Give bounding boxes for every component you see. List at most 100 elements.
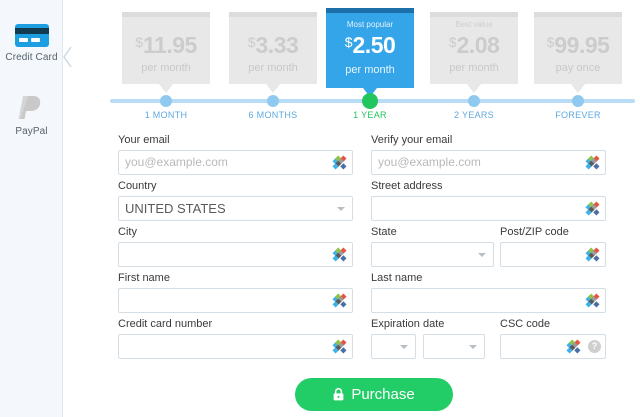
plan-badge: Most popular (346, 20, 394, 29)
field-csc-code: CSC code ? (500, 317, 606, 359)
field-expiration-date: Expiration date (371, 317, 494, 359)
zip-label: Post/ZIP code (500, 226, 569, 238)
plan-period: per month (449, 62, 499, 74)
csc-code-input[interactable]: ? (500, 334, 606, 359)
slider-label-1-month[interactable]: 1 MONTH (144, 110, 188, 120)
plan-currency: $ (546, 34, 555, 50)
plan-period: pay once (555, 62, 601, 74)
street-address-input[interactable] (371, 196, 606, 221)
diamond-cluster-autofill-icon[interactable] (332, 339, 347, 354)
plan-amount: 3.33 (255, 32, 299, 58)
plan-pointer (266, 84, 280, 93)
last-name-label: Last name (371, 272, 423, 284)
plan-card-2-years[interactable]: Best value $2.08 per month (430, 12, 518, 93)
plan-period: per month (248, 62, 298, 74)
plan-card-1-month[interactable]: $11.95 per month (122, 12, 210, 93)
diamond-cluster-autofill-icon[interactable] (585, 247, 600, 262)
diamond-cluster-autofill-icon[interactable] (566, 339, 581, 354)
plan-pointer (363, 88, 377, 97)
first-name-input[interactable] (118, 288, 353, 313)
zip-input[interactable] (500, 242, 606, 267)
paypal-icon (15, 94, 49, 121)
plan-pointer (571, 84, 585, 93)
plan-badge: Best value (455, 20, 493, 29)
field-zip: Post/ZIP code (500, 225, 606, 267)
plan-cards: $11.95 per month $3.33 per month Most po… (110, 6, 635, 97)
plan-card-1-year[interactable]: Most popular $2.50 per month (326, 8, 414, 97)
form-row-email: Your email you@example.com (118, 133, 635, 179)
slider-label-1-year[interactable]: 1 YEAR (353, 110, 387, 120)
city-input[interactable] (118, 242, 353, 267)
diamond-cluster-autofill-icon[interactable] (332, 293, 347, 308)
checkout-form: Your email you@example.com (118, 133, 635, 363)
plan-price: $3.33 (229, 34, 317, 57)
field-email: Your email you@example.com (118, 133, 353, 175)
paypal-label: PayPal (15, 126, 48, 137)
plan-amount: 2.08 (456, 32, 500, 58)
plan-currency: $ (135, 34, 143, 50)
plan-topbar (229, 12, 317, 17)
field-city: City (118, 225, 353, 267)
credit-card-number-label: Credit card number (118, 318, 213, 330)
field-state: State (371, 225, 494, 267)
first-name-label: First name (118, 272, 170, 284)
diamond-cluster-autofill-icon[interactable] (585, 293, 600, 308)
last-name-input[interactable] (371, 288, 606, 313)
verify-email-label: Verify your email (371, 134, 453, 146)
sidebar-item-paypal[interactable]: PayPal (0, 94, 63, 137)
plan-topbar (430, 12, 518, 17)
purchase-button-label: Purchase (351, 386, 415, 403)
form-row-address: Country UNITED STATES Street address (118, 179, 635, 225)
plan-card-6-months[interactable]: $3.33 per month (229, 12, 317, 93)
city-label: City (118, 226, 137, 238)
chevron-down-icon[interactable] (469, 345, 477, 349)
verify-email-input[interactable]: you@example.com (371, 150, 606, 175)
credit-card-number-input[interactable] (118, 334, 353, 359)
slider-label-6-months[interactable]: 6 MONTHS (248, 110, 298, 120)
diamond-cluster-autofill-icon[interactable] (332, 155, 347, 170)
slider-label-forever[interactable]: FOREVER (555, 110, 601, 120)
field-credit-card-number: Credit card number (118, 317, 353, 359)
form-row-city-state-zip: City (118, 225, 635, 271)
field-street-address: Street address (371, 179, 606, 221)
verify-email-placeholder: you@example.com (378, 155, 481, 169)
email-input[interactable]: you@example.com (118, 150, 353, 175)
payment-method-sidebar: Credit Card PayPal (0, 0, 72, 417)
plan-price: $2.08 (430, 34, 518, 57)
slider-knob-forever[interactable] (572, 95, 584, 107)
plan-term-slider[interactable]: 1 MONTH 6 MONTHS 1 YEAR 2 YEARS FOREVER (110, 93, 635, 125)
diamond-cluster-autofill-icon[interactable] (332, 247, 347, 262)
sidebar-item-credit-card[interactable]: Credit Card (0, 24, 63, 63)
plan-card-forever[interactable]: $99.95 pay once (534, 12, 622, 93)
diamond-cluster-autofill-icon[interactable] (585, 201, 600, 216)
form-row-name: First name (118, 271, 635, 317)
slider-label-2-years[interactable]: 2 YEARS (454, 110, 494, 120)
plan-topbar (326, 8, 414, 13)
field-last-name: Last name (371, 271, 606, 313)
plan-topbar (534, 12, 622, 17)
plan-amount: 2.50 (352, 32, 396, 58)
plan-price: $99.95 (534, 34, 622, 57)
chevron-left-icon[interactable] (63, 46, 72, 68)
state-select[interactable] (371, 242, 494, 267)
slider-knob-2-years[interactable] (468, 95, 480, 107)
expiration-month-select[interactable] (371, 334, 416, 359)
country-label: Country (118, 180, 157, 192)
chevron-down-icon[interactable] (400, 345, 408, 349)
purchase-button[interactable]: Purchase (295, 378, 453, 411)
chevron-down-icon[interactable] (337, 207, 345, 211)
credit-card-icon (14, 24, 49, 47)
country-select[interactable]: UNITED STATES (118, 196, 353, 221)
plan-currency: $ (448, 34, 457, 50)
field-country: Country UNITED STATES (118, 179, 353, 221)
credit-card-label: Credit Card (5, 52, 58, 63)
slider-knob-1-year[interactable] (362, 93, 378, 109)
slider-knob-1-month[interactable] (160, 95, 172, 107)
expiration-year-select[interactable] (423, 334, 485, 359)
chevron-down-icon[interactable] (478, 253, 486, 257)
diamond-cluster-autofill-icon[interactable] (585, 155, 600, 170)
plan-pointer (159, 84, 173, 93)
slider-knob-6-months[interactable] (267, 95, 279, 107)
question-mark-icon[interactable]: ? (588, 340, 601, 353)
